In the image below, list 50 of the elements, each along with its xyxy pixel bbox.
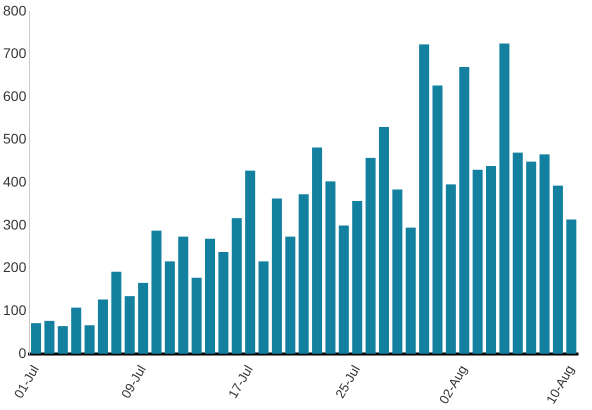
bar xyxy=(164,261,175,354)
bar xyxy=(245,170,256,354)
bar xyxy=(58,326,68,354)
y-tick-label: 200 xyxy=(3,259,27,276)
bar xyxy=(566,219,576,354)
y-tick-label: 500 xyxy=(3,130,27,147)
bar xyxy=(44,320,54,354)
bar xyxy=(71,308,82,354)
bar xyxy=(312,148,322,354)
bar xyxy=(499,44,510,354)
bar xyxy=(192,278,202,354)
bar xyxy=(285,236,296,354)
bar xyxy=(325,181,336,354)
bar xyxy=(552,186,563,354)
bar xyxy=(352,201,362,354)
bar xyxy=(512,152,523,354)
bar xyxy=(406,228,416,354)
bar xyxy=(432,85,443,354)
bar xyxy=(272,198,282,354)
bar xyxy=(151,230,162,354)
bar xyxy=(98,300,108,354)
y-tick-label: 400 xyxy=(3,174,27,190)
bar xyxy=(31,323,42,354)
bar xyxy=(392,190,402,354)
bar xyxy=(378,126,389,354)
y-tick-label: 700 xyxy=(3,45,27,62)
y-tick-label: 0 xyxy=(18,344,27,361)
y-tick-label: 100 xyxy=(3,302,27,318)
bar xyxy=(298,194,309,354)
bar xyxy=(366,158,376,354)
bar xyxy=(124,296,135,354)
bar xyxy=(178,236,188,354)
bar xyxy=(204,238,216,354)
bar xyxy=(419,44,430,354)
bar xyxy=(338,225,349,354)
y-tick-label: 300 xyxy=(3,216,27,232)
bar xyxy=(138,282,148,354)
bar xyxy=(232,218,242,354)
bar xyxy=(111,272,122,354)
y-tick-label: 600 xyxy=(3,88,27,104)
bar xyxy=(84,325,95,354)
bar xyxy=(526,162,536,354)
bar xyxy=(486,166,496,354)
y-tick-label: 800 xyxy=(3,2,27,18)
bar xyxy=(446,184,456,354)
bar xyxy=(459,67,470,354)
bar xyxy=(258,261,269,354)
bar xyxy=(218,252,228,354)
bar xyxy=(540,154,550,354)
bar xyxy=(472,170,483,354)
